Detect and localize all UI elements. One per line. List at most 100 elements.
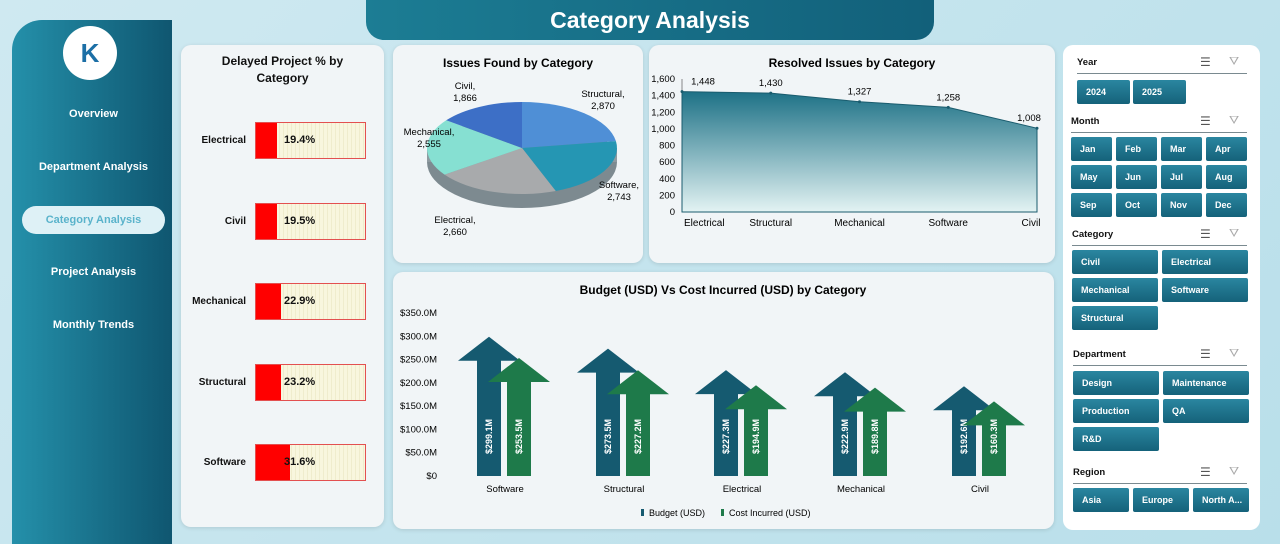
multi-select-icon[interactable]: ☰ bbox=[1200, 114, 1211, 128]
nav-category-analysis[interactable]: Category Analysis bbox=[22, 206, 165, 234]
area-xtick: Electrical bbox=[684, 218, 725, 229]
bar-data-label: $222.9M bbox=[840, 419, 850, 454]
delayed-bar-fill bbox=[256, 364, 282, 400]
bar-ytick: $200.0M bbox=[400, 378, 437, 389]
nav-department-analysis[interactable]: Department Analysis bbox=[38, 161, 149, 173]
bar-ytick: $0 bbox=[426, 471, 437, 482]
clear-filter-icon[interactable]: ⛛ bbox=[1229, 346, 1240, 360]
bar-data-label: $299.1M bbox=[484, 419, 494, 454]
bar-data-label: $227.3M bbox=[721, 419, 731, 454]
slicer-button-design[interactable]: Design bbox=[1073, 371, 1159, 395]
pie-label-value: 2,870 bbox=[591, 101, 615, 112]
delayed-bar-value: 31.6% bbox=[284, 456, 316, 468]
area-xtick: Civil bbox=[1022, 218, 1041, 229]
pie-label-value: 1,866 bbox=[453, 93, 477, 104]
bar-ytick: $150.0M bbox=[400, 401, 437, 412]
slicer-button-mar[interactable]: Mar bbox=[1161, 137, 1202, 161]
bar-cost-civil bbox=[963, 401, 1025, 476]
slicer-button-europe[interactable]: Europe bbox=[1133, 488, 1189, 512]
resolved-area-card: Resolved Issues by Category 0 200 400 600 800… bbox=[649, 45, 1055, 263]
slicer-button-civil[interactable]: Civil bbox=[1072, 250, 1158, 274]
clear-filter-icon[interactable]: ⛛ bbox=[1229, 464, 1240, 478]
multi-select-icon[interactable]: ☰ bbox=[1200, 227, 1211, 241]
slicer-button-jan[interactable]: Jan bbox=[1071, 137, 1112, 161]
slicer-title-month: Month bbox=[1071, 116, 1100, 127]
multi-select-icon[interactable]: ☰ bbox=[1200, 465, 1211, 479]
slicer-button-north-a-[interactable]: North A... bbox=[1193, 488, 1249, 512]
delayed-bar: 19.5% bbox=[255, 202, 366, 240]
pie-slice-software bbox=[522, 141, 617, 191]
slicer-button-qa[interactable]: QA bbox=[1163, 399, 1249, 423]
area-ytick: 200 bbox=[659, 190, 675, 201]
clear-filter-icon[interactable]: ⛛ bbox=[1229, 54, 1240, 68]
delayed-bar-fill bbox=[256, 445, 291, 480]
delayed-project-card: Delayed Project % by Category Electrical… bbox=[181, 45, 384, 527]
nav-project-analysis[interactable]: Project Analysis bbox=[50, 266, 137, 278]
bar-data-label: $194.9M bbox=[751, 419, 761, 454]
bar-budget-structural bbox=[577, 348, 639, 476]
slicer-title-department: Department bbox=[1073, 349, 1126, 360]
nav-monthly-trends[interactable]: Monthly Trends bbox=[52, 319, 135, 331]
slicer-button-feb[interactable]: Feb bbox=[1116, 137, 1157, 161]
delayed-title: Delayed Project % by Category bbox=[221, 54, 344, 85]
slicer-button-nov[interactable]: Nov bbox=[1161, 193, 1202, 217]
slicer-button-sep[interactable]: Sep bbox=[1071, 193, 1112, 217]
bar-cost-software bbox=[488, 357, 550, 476]
legend-label: Cost Incurred (USD) bbox=[729, 508, 811, 518]
slicer-button-jun[interactable]: Jun bbox=[1116, 165, 1157, 189]
pie-slice-mechanical bbox=[427, 120, 522, 175]
slicer-button-apr[interactable]: Apr bbox=[1206, 137, 1247, 161]
slicer-button-maintenance[interactable]: Maintenance bbox=[1163, 371, 1249, 395]
sidebar: K Overview Department Analysis Category An… bbox=[12, 20, 172, 544]
slicer-button-dec[interactable]: Dec bbox=[1206, 193, 1247, 217]
delayed-row-label: Electrical bbox=[201, 135, 246, 146]
delayed-row-label: Civil bbox=[224, 215, 246, 227]
slicer-button-asia[interactable]: Asia bbox=[1073, 488, 1129, 512]
bar-xtick: Civil bbox=[971, 484, 989, 495]
delayed-bar: 31.6% bbox=[255, 444, 366, 481]
bar-data-label: $273.5M bbox=[603, 419, 613, 454]
slicer-button-mechanical[interactable]: Mechanical bbox=[1072, 278, 1158, 302]
multi-select-icon[interactable]: ☰ bbox=[1200, 55, 1211, 69]
slicer-button-production[interactable]: Production bbox=[1073, 399, 1159, 423]
area-xtick: Structural bbox=[749, 218, 792, 229]
slicer-button-may[interactable]: May bbox=[1071, 165, 1112, 189]
delayed-bar: 19.4% bbox=[255, 122, 366, 159]
delayed-bar: 22.9% bbox=[255, 283, 366, 320]
bar-budget-civil bbox=[933, 386, 995, 476]
pie-slice-structural bbox=[522, 102, 616, 148]
slicer-divider bbox=[1073, 483, 1247, 484]
slicer-button-jul[interactable]: Jul bbox=[1161, 165, 1202, 189]
nav-overview[interactable]: Overview bbox=[69, 108, 118, 120]
slicer-button-2025[interactable]: 2025 bbox=[1133, 80, 1186, 104]
resolved-area-chart: Resolved Issues by Category 0 200 400 600 800… bbox=[651, 56, 1041, 229]
bar-ytick: $50.0M bbox=[405, 448, 437, 459]
slicer-button-software[interactable]: Software bbox=[1162, 278, 1248, 302]
bar-title: Budget (USD) Vs Cost Incurred (USD) by C… bbox=[580, 283, 867, 297]
slicer-button-r-d[interactable]: R&D bbox=[1073, 427, 1159, 451]
area-xtick: Software bbox=[929, 218, 969, 229]
area-ytick: 0 bbox=[670, 207, 675, 218]
slicer-button-electrical[interactable]: Electrical bbox=[1162, 250, 1248, 274]
clear-filter-icon[interactable]: ⛛ bbox=[1229, 113, 1240, 127]
delayed-bar: 23.2% bbox=[255, 363, 366, 401]
legend-swatch bbox=[721, 509, 724, 516]
bar-budget-mechanical bbox=[814, 372, 876, 476]
slicer-divider bbox=[1077, 73, 1247, 74]
area-title: Resolved Issues by Category bbox=[769, 56, 936, 70]
area-ytick: 800 bbox=[659, 141, 675, 152]
delayed-bar-fill bbox=[256, 284, 281, 319]
slicer-button-aug[interactable]: Aug bbox=[1206, 165, 1247, 189]
bar-xtick: Structural bbox=[604, 484, 645, 495]
clear-filter-icon[interactable]: ⛛ bbox=[1229, 226, 1240, 240]
delayed-bar-fill bbox=[256, 123, 278, 158]
pie-label-name: Civil, bbox=[455, 81, 476, 92]
multi-select-icon[interactable]: ☰ bbox=[1200, 347, 1211, 361]
slicer-button-oct[interactable]: Oct bbox=[1116, 193, 1157, 217]
area-ytick: 600 bbox=[659, 157, 675, 168]
area-data-label: 1,327 bbox=[848, 87, 872, 98]
slicer-button-structural[interactable]: Structural bbox=[1072, 306, 1158, 330]
slicer-button-2024[interactable]: 2024 bbox=[1077, 80, 1130, 104]
area-data-label: 1,430 bbox=[759, 78, 783, 89]
pie-label-value: 2,660 bbox=[443, 227, 467, 238]
